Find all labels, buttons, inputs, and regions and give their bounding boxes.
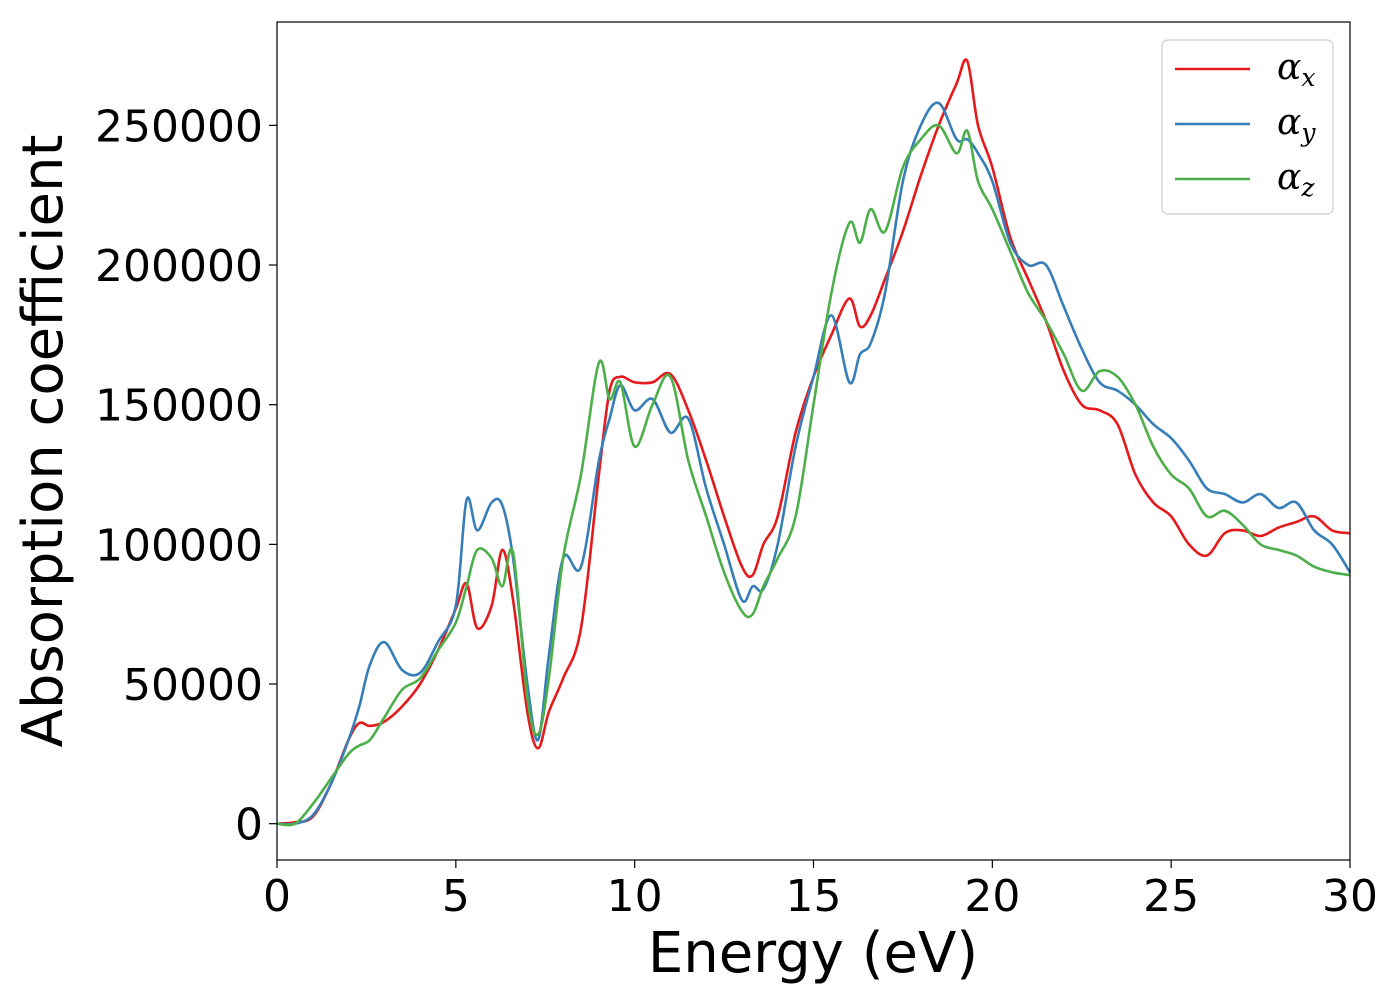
legend-label-x: αx <box>1277 47 1315 92</box>
series-layer <box>276 58 1352 827</box>
x-axis: 0 5 10 15 20 25 30 <box>263 860 1378 922</box>
x-tick-label: 25 <box>1143 871 1199 922</box>
y-tick-label: 100000 <box>95 520 263 571</box>
series-line-z <box>276 123 1351 827</box>
y-tick-label: 0 <box>235 800 263 851</box>
x-axis-label: Energy (eV) <box>648 921 978 986</box>
y-tick-label: 50000 <box>123 660 263 711</box>
y-axis-label: Absorption coefficient <box>11 135 76 748</box>
y-tick-label: 250000 <box>95 101 263 152</box>
x-tick-label: 0 <box>263 871 291 922</box>
x-tick-label: 10 <box>607 871 663 922</box>
legend-box <box>1161 39 1334 215</box>
x-tick-label: 15 <box>786 871 842 922</box>
x-tick-label: 30 <box>1322 871 1378 922</box>
x-tick-label: 20 <box>964 871 1020 922</box>
x-tick-label: 5 <box>442 871 470 922</box>
legend: αx αy αz <box>1161 39 1334 215</box>
legend-label-y: αy <box>1277 102 1316 147</box>
y-tick-label: 150000 <box>95 381 263 432</box>
y-axis: 0 50000 100000 150000 200000 250000 <box>95 101 277 851</box>
legend-items: αx αy αz <box>1175 47 1316 202</box>
y-tick-label: 200000 <box>95 241 263 292</box>
series-line-x <box>276 58 1351 825</box>
legend-label-z: αz <box>1277 157 1315 202</box>
